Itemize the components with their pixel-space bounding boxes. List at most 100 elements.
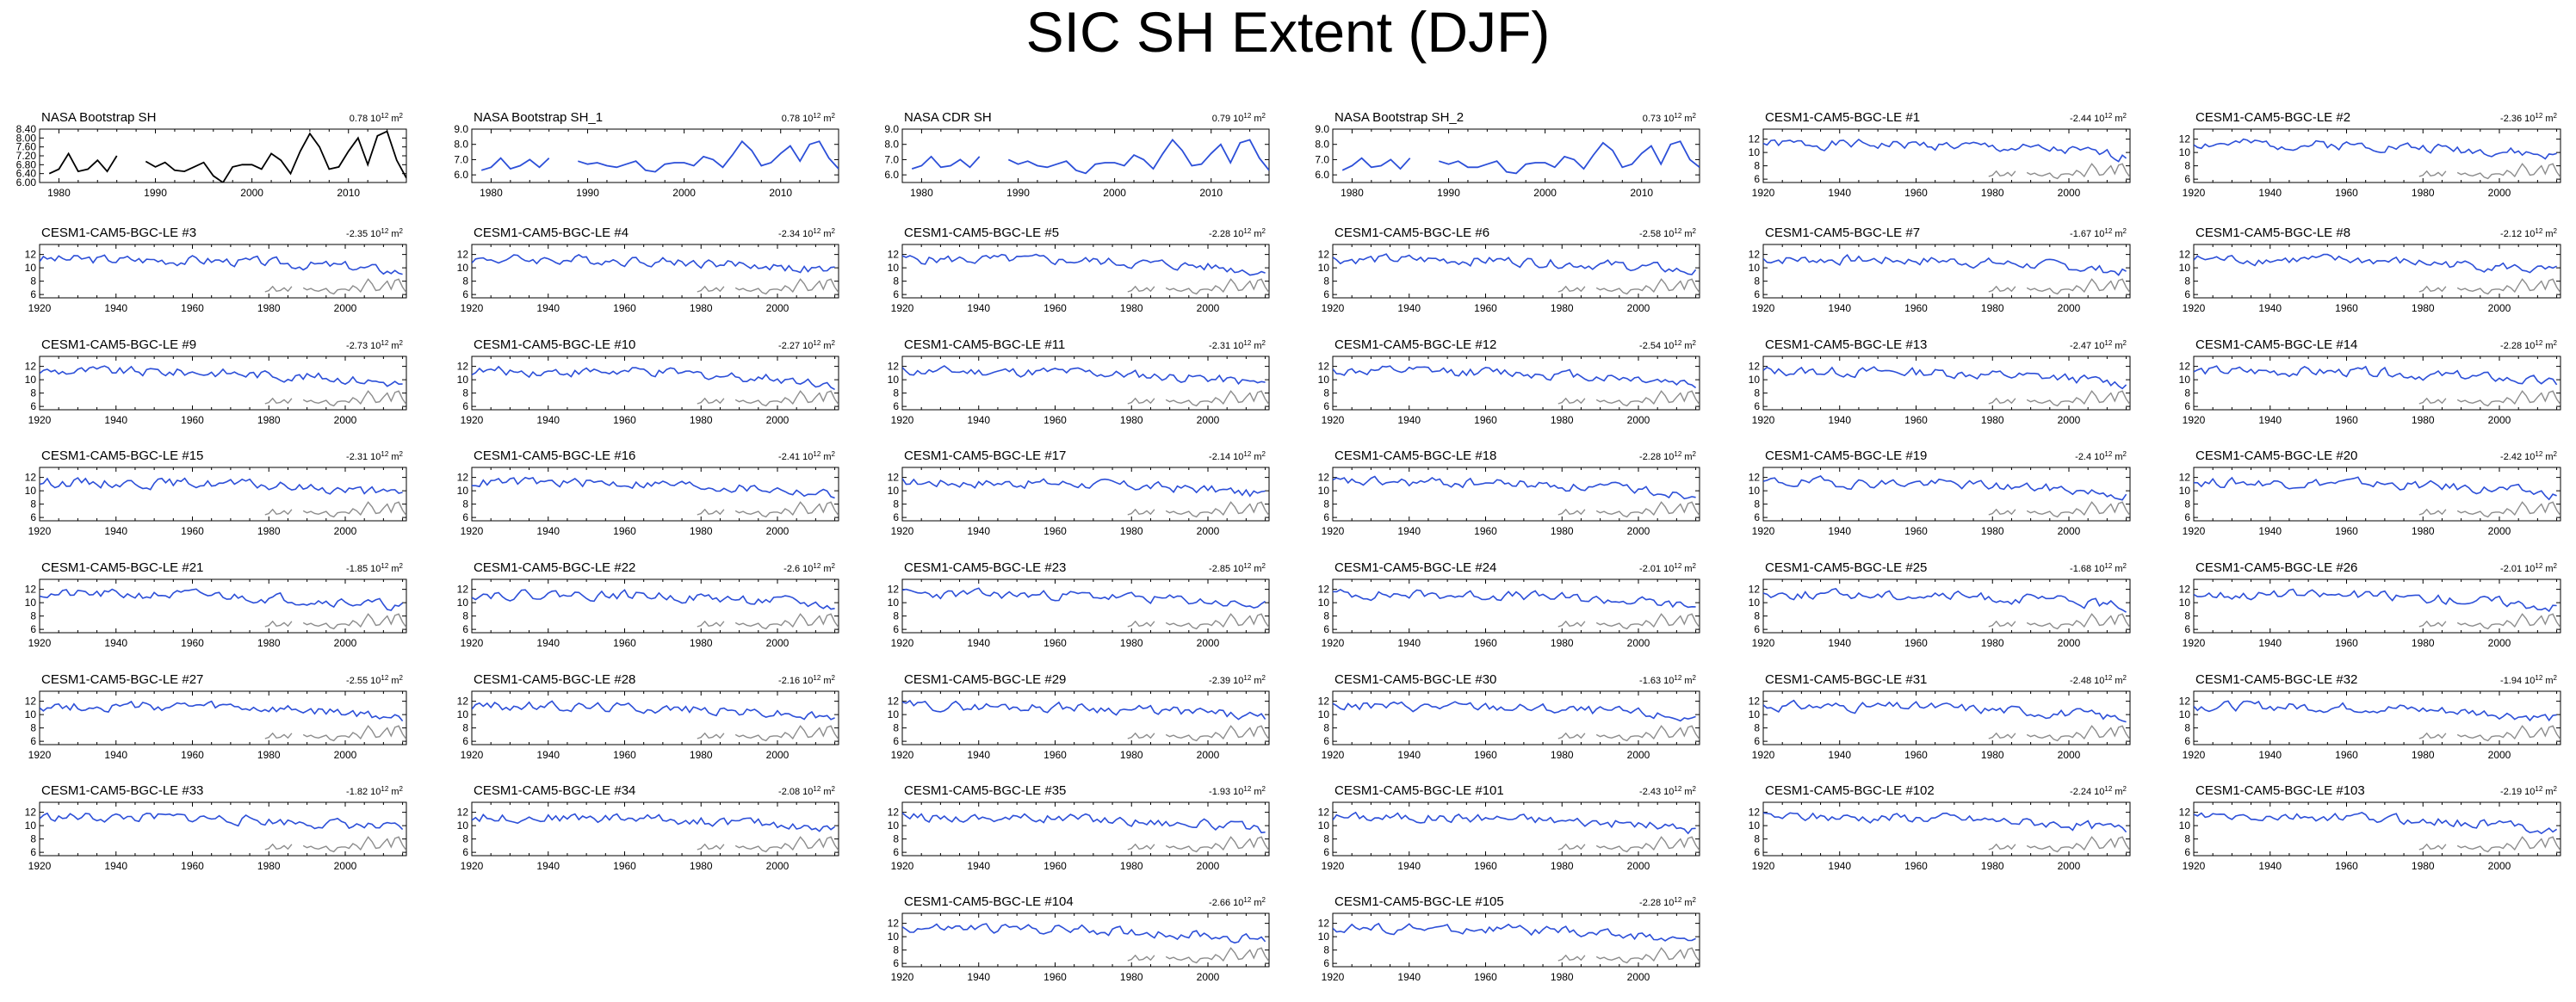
trend-label: -2.66 1012 m2 <box>1209 896 1266 908</box>
chart-panel: CESM1-CAM5-BGC-LE #101 -2.43 1012 m2 1920 1… <box>1295 778 1705 876</box>
y-tick-label: 8 <box>1754 722 1760 734</box>
panel-title: CESM1-CAM5-BGC-LE #14 <box>2195 337 2357 352</box>
chart-panel: CESM1-CAM5-BGC-LE #19 -2.4 1012 m2 1920 194… <box>1725 443 2135 541</box>
x-tick-label: 2000 <box>2488 860 2511 872</box>
y-tick-label: 7.60 <box>16 141 37 153</box>
ensemble-series-line <box>1763 475 2127 501</box>
x-tick-label: 1920 <box>28 525 52 537</box>
ensemble-series-line <box>2194 138 2557 160</box>
y-tick-label: 6 <box>1323 511 1329 523</box>
ensemble-series-line <box>902 923 1266 944</box>
x-tick-label: 1960 <box>2335 302 2358 314</box>
y-tick-label: 10 <box>1318 262 1330 274</box>
panel-title: CESM1-CAM5-BGC-LE #35 <box>904 783 1066 798</box>
panel-svg: CESM1-CAM5-BGC-LE #29 -2.39 1012 m2 1920 19… <box>888 672 1270 761</box>
ensemble-series-line <box>472 813 836 832</box>
y-tick-label: 12 <box>457 472 469 484</box>
x-tick-label: 2000 <box>334 749 357 761</box>
ensemble-series-line <box>472 253 835 274</box>
trend-label: -2.28 1012 m2 <box>1639 896 1697 908</box>
panel-svg: CESM1-CAM5-BGC-LE #27 -2.55 1012 m2 1920 19… <box>25 672 407 761</box>
x-tick-label: 1940 <box>2258 187 2282 199</box>
panel-title: NASA Bootstrap SH_2 <box>1334 110 1464 125</box>
x-tick-label: 1940 <box>1828 637 1851 649</box>
panel-title: CESM1-CAM5-BGC-LE #5 <box>904 226 1059 240</box>
x-tick-label: 1940 <box>2258 749 2282 761</box>
y-tick-label: 10 <box>1318 708 1330 721</box>
x-tick-label: 1920 <box>1752 302 1775 314</box>
x-tick-label: 1940 <box>536 414 560 426</box>
x-tick-label: 1940 <box>1397 971 1421 983</box>
y-tick-label: 12 <box>25 361 37 373</box>
y-tick-label: 10 <box>1749 146 1761 158</box>
x-tick-label: 1980 <box>1981 749 2004 761</box>
observed-overlay-line <box>264 613 406 630</box>
x-tick-label: 1940 <box>2258 302 2282 314</box>
x-tick-label: 1960 <box>2335 860 2358 872</box>
y-tick-label: 8 <box>462 498 468 510</box>
x-tick-label: 1960 <box>181 860 204 872</box>
figure-title: SIC SH Extent (DJF) <box>1025 0 1551 64</box>
plot-frame <box>1762 801 2131 857</box>
y-tick-label: 8.0 <box>1315 139 1329 151</box>
x-tick-label: 2000 <box>1533 187 1557 199</box>
y-tick-label: 8 <box>2184 722 2190 734</box>
y-tick-label: 8 <box>2184 275 2190 288</box>
x-tick-label: 1960 <box>613 749 636 761</box>
y-tick-label: 8 <box>893 275 899 288</box>
x-tick-label: 1960 <box>1043 525 1067 537</box>
x-tick-label: 1980 <box>1551 525 1574 537</box>
panel-svg: CESM1-CAM5-BGC-LE #11 -2.31 1012 m2 1920 19… <box>888 337 1270 426</box>
x-tick-label: 2000 <box>1627 302 1650 314</box>
x-tick-label: 1940 <box>1828 860 1851 872</box>
plot-frame <box>901 690 1270 745</box>
trend-label: 0.73 1012 m2 <box>1643 112 1697 124</box>
x-tick-label: 1980 <box>1341 187 1364 199</box>
x-tick-label: 1980 <box>1551 860 1574 872</box>
y-tick-label: 12 <box>457 361 469 373</box>
chart-panel: CESM1-CAM5-BGC-LE #13 -2.47 1012 m2 1920 19… <box>1725 332 2135 430</box>
plot-frame <box>1332 690 1700 745</box>
x-tick-label: 1980 <box>910 187 933 199</box>
x-tick-label: 2000 <box>2058 187 2081 199</box>
y-tick-label: 6.0 <box>884 169 899 181</box>
plot-frame <box>2193 244 2561 299</box>
x-tick-label: 2000 <box>2058 749 2081 761</box>
y-tick-label: 10 <box>1749 597 1761 609</box>
x-tick-label: 1920 <box>2183 749 2206 761</box>
x-tick-label: 1920 <box>1752 860 1775 872</box>
y-tick-label: 12 <box>2179 133 2191 145</box>
trend-label: -2.58 1012 m2 <box>1639 227 1697 239</box>
x-tick-label: 1920 <box>28 860 52 872</box>
trend-label: -2.19 1012 m2 <box>2500 785 2558 797</box>
y-tick-label: 12 <box>1318 918 1330 930</box>
y-tick-label: 6 <box>893 288 899 300</box>
y-tick-label: 6 <box>1754 846 1760 858</box>
observed-overlay-line <box>2418 390 2561 407</box>
x-tick-label: 1960 <box>613 302 636 314</box>
x-tick-label: 1960 <box>1474 302 1497 314</box>
observed-series-line <box>48 130 406 182</box>
x-tick-label: 1920 <box>2183 525 2206 537</box>
trend-label: -2.27 1012 m2 <box>778 339 836 351</box>
chart-panel: CESM1-CAM5-BGC-LE #3 -2.35 1012 m2 1920 194… <box>2 220 412 319</box>
panel-title: CESM1-CAM5-BGC-LE #102 <box>1765 783 1935 798</box>
panel-svg: CESM1-CAM5-BGC-LE #34 -2.08 1012 m2 1920 19… <box>457 783 839 872</box>
panel-title: CESM1-CAM5-BGC-LE #33 <box>41 783 203 798</box>
y-tick-label: 10 <box>1318 931 1330 943</box>
x-tick-label: 1920 <box>891 414 914 426</box>
y-tick-label: 8 <box>30 722 36 734</box>
y-tick-label: 10 <box>2179 146 2191 158</box>
y-tick-label: 10 <box>25 820 37 832</box>
x-tick-label: 2000 <box>1627 749 1650 761</box>
y-tick-label: 6.00 <box>16 176 37 189</box>
observed-overlay-line <box>2418 725 2561 742</box>
y-tick-label: 6 <box>462 735 468 747</box>
x-tick-label: 1960 <box>1474 637 1497 649</box>
x-tick-label: 2000 <box>766 749 790 761</box>
plot-frame <box>39 690 407 745</box>
y-tick-label: 10 <box>1318 485 1330 497</box>
panel-svg: NASA Bootstrap SH 0.78 1012 m2 1980 1990 200… <box>16 110 407 199</box>
x-tick-label: 1940 <box>967 414 990 426</box>
x-tick-label: 1960 <box>1904 749 1928 761</box>
